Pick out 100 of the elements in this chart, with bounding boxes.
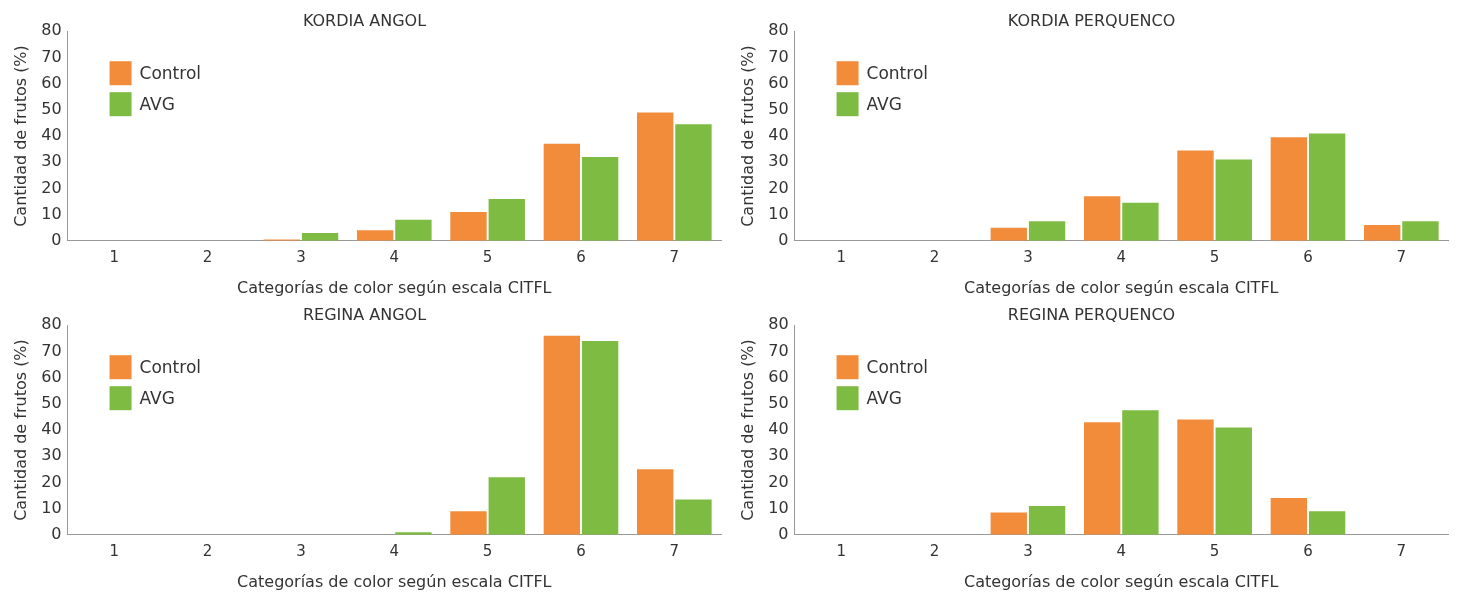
- bar: [1083, 196, 1121, 241]
- bar: [675, 124, 712, 241]
- y-axis-title: Cantidad de frutos (%): [10, 339, 30, 521]
- x-tick-label: 3: [296, 247, 306, 266]
- x-tick-label: 6: [1303, 541, 1313, 560]
- x-tick-label: 4: [389, 541, 400, 560]
- chart-title: REGINA PERQUENCO: [1007, 304, 1176, 324]
- y-tick-label: 60: [41, 72, 62, 92]
- y-tick-label: 70: [41, 340, 62, 360]
- y-tick-label: 0: [51, 523, 62, 543]
- bar: [543, 143, 581, 241]
- y-tick-label: 10: [41, 203, 62, 223]
- y-tick-label: 10: [768, 203, 789, 223]
- legend-label: AVG: [866, 387, 902, 408]
- legend-label: Control: [139, 62, 202, 83]
- bar: [1308, 133, 1346, 241]
- chart-title: KORDIA PERQUENCO: [1007, 10, 1176, 30]
- bar: [1122, 410, 1159, 535]
- y-tick-label: 40: [41, 419, 62, 439]
- y-axis-title: Cantidad de frutos (%): [737, 339, 757, 521]
- bar: [1270, 498, 1308, 535]
- y-tick-label: 20: [41, 177, 62, 197]
- y-tick-label: 70: [768, 340, 789, 360]
- bar: [1028, 505, 1066, 535]
- bar: [990, 227, 1027, 241]
- bar: [1122, 202, 1159, 241]
- chart-title: KORDIA ANGOL: [302, 10, 427, 30]
- x-tick-label: 2: [929, 247, 940, 266]
- x-tick-label: 2: [202, 541, 213, 560]
- x-tick-label: 3: [1023, 541, 1033, 560]
- legend-label: Control: [139, 356, 202, 377]
- x-tick-label: 2: [929, 541, 940, 560]
- y-tick-label: 70: [41, 46, 62, 66]
- chart-title: REGINA ANGOL: [302, 304, 427, 324]
- x-tick-label: 1: [836, 541, 847, 560]
- bar: [1215, 427, 1252, 535]
- x-axis-title: Categorías de color según escala CITFL: [964, 277, 1279, 297]
- x-tick-label: 3: [296, 541, 306, 560]
- x-axis-title: Categorías de color según escala CITFL: [237, 277, 552, 297]
- bar: [675, 499, 712, 535]
- y-tick-label: 60: [768, 366, 789, 386]
- legend-label: AVG: [139, 93, 175, 114]
- bar: [488, 198, 525, 241]
- bar: [581, 340, 619, 535]
- x-tick-label: 5: [482, 247, 493, 266]
- bar: [1364, 225, 1401, 241]
- bar: [1177, 419, 1214, 535]
- bar: [450, 511, 487, 535]
- y-tick-label: 60: [41, 366, 62, 386]
- x-tick-label: 1: [109, 247, 120, 266]
- x-tick-label: 6: [576, 541, 586, 560]
- y-tick-label: 40: [768, 125, 789, 145]
- y-axis-title: Cantidad de frutos (%): [10, 45, 30, 227]
- y-tick-label: 0: [778, 229, 789, 249]
- y-tick-label: 50: [768, 98, 789, 118]
- bar: [1270, 137, 1308, 241]
- x-axis-title: Categorías de color según escala CITFL: [964, 571, 1279, 591]
- bar: [356, 230, 394, 241]
- x-tick-label: 5: [1209, 247, 1220, 266]
- x-tick-label: 5: [482, 541, 493, 560]
- bar: [543, 335, 581, 535]
- y-tick-label: 80: [768, 314, 789, 334]
- legend-label: Control: [866, 356, 929, 377]
- x-tick-label: 1: [109, 541, 120, 560]
- y-tick-label: 80: [41, 20, 62, 40]
- bar: [1028, 221, 1066, 241]
- y-tick-label: 30: [768, 445, 789, 465]
- x-tick-label: 6: [576, 247, 586, 266]
- x-tick-label: 5: [1209, 541, 1220, 560]
- y-tick-label: 20: [41, 471, 62, 491]
- y-tick-label: 30: [41, 151, 62, 171]
- x-tick-label: 6: [1303, 247, 1313, 266]
- bar: [1083, 422, 1121, 535]
- x-tick-label: 7: [1396, 247, 1407, 266]
- y-tick-label: 70: [768, 46, 789, 66]
- bar: [990, 512, 1027, 535]
- bar: [395, 219, 432, 241]
- y-tick-label: 40: [41, 125, 62, 145]
- y-tick-label: 80: [41, 314, 62, 334]
- x-tick-label: 1: [836, 247, 847, 266]
- x-tick-label: 7: [669, 247, 680, 266]
- y-tick-label: 50: [41, 392, 62, 412]
- y-tick-label: 50: [41, 98, 62, 118]
- bar: [637, 112, 674, 241]
- y-tick-label: 60: [768, 72, 789, 92]
- y-tick-label: 50: [768, 392, 789, 412]
- y-tick-label: 80: [768, 20, 789, 40]
- bar: [1308, 511, 1346, 535]
- y-tick-label: 30: [41, 445, 62, 465]
- y-tick-label: 0: [778, 523, 789, 543]
- y-tick-label: 10: [768, 497, 789, 517]
- bar: [488, 477, 525, 535]
- y-tick-label: 40: [768, 419, 789, 439]
- bar: [637, 469, 674, 535]
- x-axis-title: Categorías de color según escala CITFL: [237, 571, 552, 591]
- bar: [1402, 221, 1439, 241]
- bar: [1177, 150, 1214, 241]
- x-tick-label: 7: [1396, 541, 1407, 560]
- bar: [450, 211, 487, 241]
- y-tick-label: 20: [768, 471, 789, 491]
